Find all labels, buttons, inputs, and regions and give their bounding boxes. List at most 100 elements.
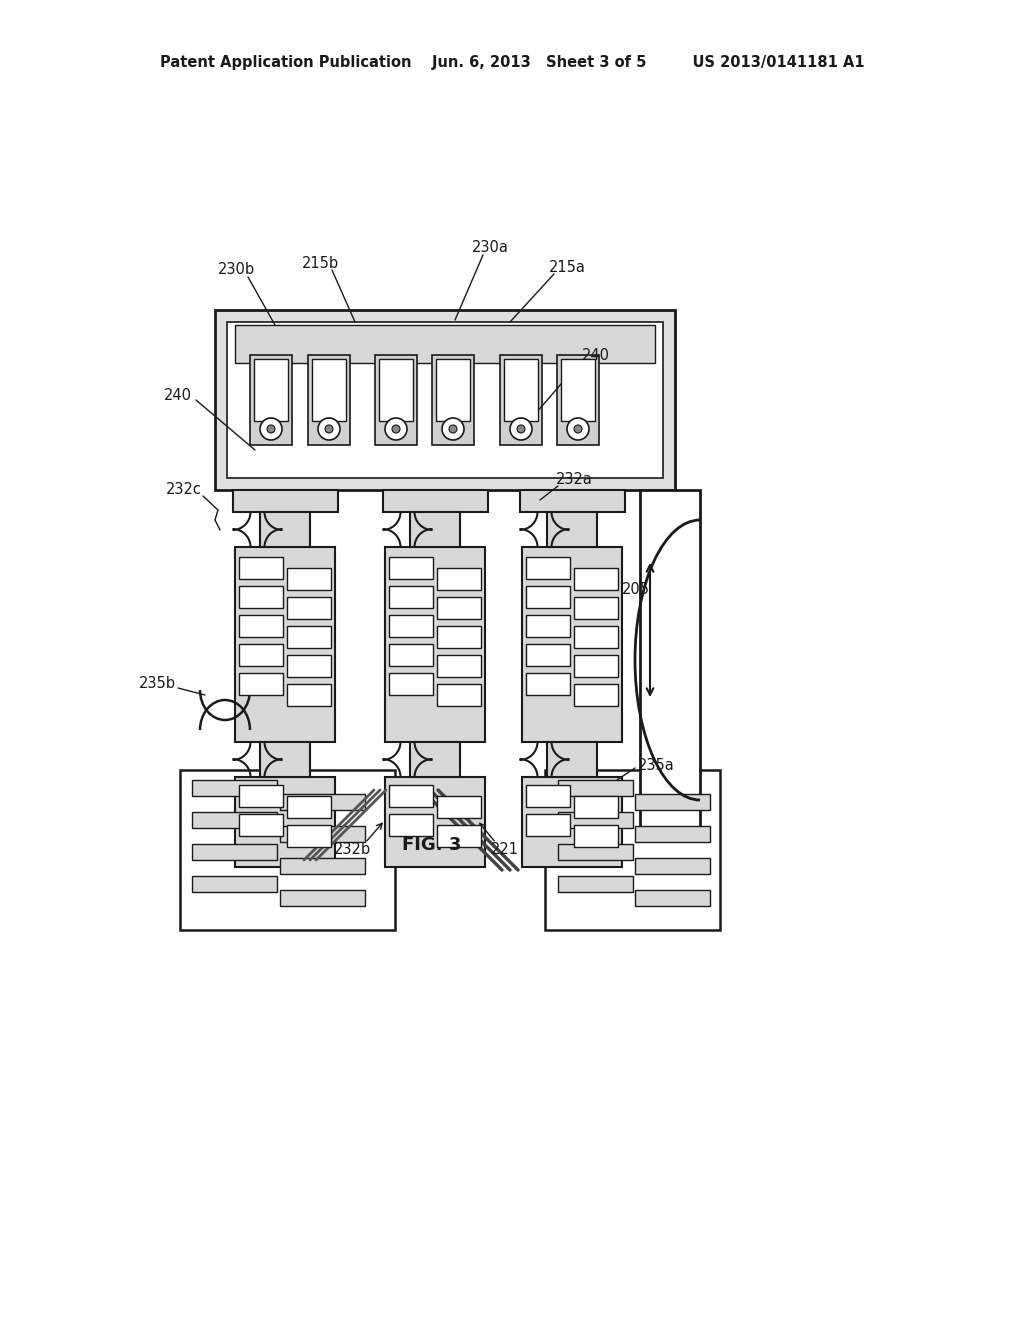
Bar: [574, 655, 618, 677]
Bar: [287, 684, 331, 706]
Bar: [287, 568, 331, 590]
Bar: [389, 615, 433, 638]
Bar: [574, 684, 618, 706]
Bar: [280, 795, 365, 810]
Bar: [437, 684, 481, 706]
Bar: [308, 355, 350, 445]
Bar: [193, 812, 278, 828]
Bar: [385, 546, 485, 742]
Bar: [545, 770, 720, 931]
Bar: [389, 644, 433, 667]
Bar: [547, 742, 597, 777]
Text: 232c: 232c: [166, 483, 202, 498]
Bar: [389, 673, 433, 696]
Bar: [574, 626, 618, 648]
Bar: [574, 825, 618, 847]
Bar: [193, 876, 278, 892]
Bar: [410, 742, 460, 777]
Circle shape: [442, 418, 464, 440]
Bar: [234, 325, 655, 363]
Bar: [574, 568, 618, 590]
Bar: [389, 557, 433, 579]
Text: 240: 240: [164, 388, 193, 403]
Bar: [280, 890, 365, 906]
Circle shape: [567, 418, 589, 440]
Bar: [574, 597, 618, 619]
Circle shape: [318, 418, 340, 440]
Bar: [558, 876, 633, 892]
Bar: [180, 770, 395, 931]
Circle shape: [449, 425, 457, 433]
Bar: [389, 785, 433, 807]
Bar: [234, 546, 335, 742]
Bar: [437, 796, 481, 818]
Bar: [574, 796, 618, 818]
Bar: [239, 644, 283, 667]
Text: FIG. 3: FIG. 3: [402, 836, 462, 854]
Bar: [287, 796, 331, 818]
Bar: [379, 359, 413, 421]
Bar: [561, 359, 595, 421]
Bar: [526, 814, 570, 836]
Bar: [558, 780, 633, 796]
Bar: [519, 490, 625, 512]
Bar: [526, 673, 570, 696]
Circle shape: [325, 425, 333, 433]
Bar: [436, 359, 470, 421]
Bar: [193, 780, 278, 796]
Text: 240: 240: [582, 348, 610, 363]
Bar: [522, 777, 622, 867]
Bar: [239, 673, 283, 696]
Text: 215a: 215a: [549, 260, 586, 275]
Text: 221: 221: [490, 842, 519, 858]
Bar: [239, 557, 283, 579]
Bar: [635, 826, 710, 842]
Bar: [410, 512, 460, 546]
Text: 230b: 230b: [217, 263, 255, 277]
Circle shape: [510, 418, 532, 440]
Bar: [260, 742, 310, 777]
Circle shape: [385, 418, 407, 440]
Bar: [227, 322, 663, 478]
Bar: [500, 355, 542, 445]
Circle shape: [260, 418, 282, 440]
Text: 232a: 232a: [556, 473, 593, 487]
Bar: [239, 586, 283, 609]
Circle shape: [267, 425, 275, 433]
Bar: [287, 597, 331, 619]
Bar: [557, 355, 599, 445]
Text: 215b: 215b: [301, 256, 339, 271]
Bar: [526, 785, 570, 807]
Bar: [558, 843, 633, 861]
Bar: [375, 355, 417, 445]
Bar: [260, 512, 310, 546]
Bar: [280, 858, 365, 874]
Text: Patent Application Publication    Jun. 6, 2013   Sheet 3 of 5         US 2013/01: Patent Application Publication Jun. 6, 2…: [160, 54, 864, 70]
Bar: [287, 626, 331, 648]
Text: 235b: 235b: [138, 676, 175, 690]
Bar: [437, 597, 481, 619]
Bar: [635, 890, 710, 906]
Bar: [232, 490, 338, 512]
Bar: [547, 512, 597, 546]
Bar: [389, 814, 433, 836]
Bar: [239, 785, 283, 807]
Circle shape: [574, 425, 582, 433]
Bar: [522, 546, 622, 742]
Bar: [635, 858, 710, 874]
Bar: [526, 644, 570, 667]
Bar: [234, 777, 335, 867]
Bar: [558, 812, 633, 828]
Bar: [526, 586, 570, 609]
Bar: [437, 568, 481, 590]
Bar: [526, 615, 570, 638]
Text: 205: 205: [622, 582, 650, 598]
Bar: [389, 586, 433, 609]
Bar: [437, 655, 481, 677]
Bar: [254, 359, 288, 421]
Circle shape: [392, 425, 400, 433]
Bar: [250, 355, 292, 445]
Bar: [385, 777, 485, 867]
Text: 232b: 232b: [334, 842, 371, 858]
Bar: [526, 557, 570, 579]
